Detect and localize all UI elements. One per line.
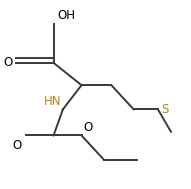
Text: HN: HN [44, 94, 61, 108]
Text: OH: OH [57, 9, 75, 22]
Text: O: O [3, 56, 13, 69]
Text: S: S [162, 103, 169, 116]
Text: O: O [13, 139, 22, 152]
Text: O: O [83, 121, 93, 134]
